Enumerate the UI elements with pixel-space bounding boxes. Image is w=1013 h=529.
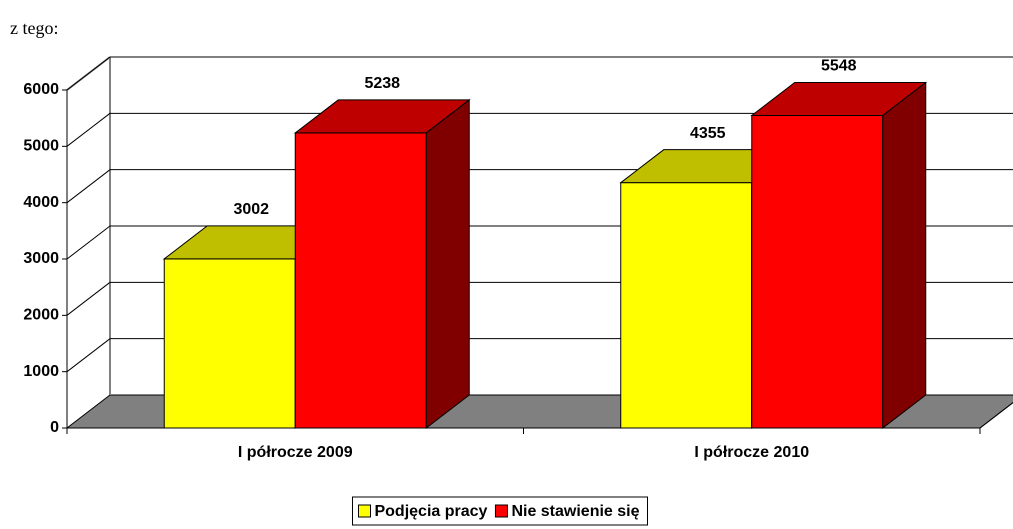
grid-line	[66, 338, 111, 373]
y-tick-label: 2000	[23, 307, 59, 324]
x-tick-label: I półrocze 2009	[238, 444, 353, 461]
grid-line	[66, 225, 111, 260]
legend-label: Nie stawienie się	[511, 503, 639, 520]
y-tick-label: 5000	[23, 138, 59, 155]
y-tick-label: 6000	[23, 81, 59, 98]
caption: z tego:	[10, 18, 58, 38]
grid-line	[66, 56, 111, 91]
y-tick-label: 0	[50, 419, 59, 436]
bar-front	[163, 258, 296, 429]
bar-side	[425, 98, 470, 430]
value-label: 3002	[233, 201, 269, 218]
grid-line	[66, 281, 111, 316]
legend-swatch	[494, 504, 508, 518]
bar-front	[751, 114, 884, 429]
bar-side	[882, 81, 927, 430]
grid-line	[66, 169, 111, 204]
grid-line	[66, 112, 111, 147]
value-label: 4355	[690, 125, 726, 142]
y-tick-label: 1000	[23, 363, 59, 380]
x-axis-depth	[979, 402, 1013, 429]
value-label: 5238	[364, 75, 400, 92]
bar-front	[620, 182, 753, 429]
legend-label: Podjęcia pracy	[374, 503, 487, 520]
x-tick-label: I półrocze 2010	[694, 444, 809, 461]
legend-swatch	[357, 504, 371, 518]
bar-front	[294, 132, 427, 429]
y-tick-label: 4000	[23, 194, 59, 211]
y-tick-label: 3000	[23, 250, 59, 267]
value-label: 5548	[821, 58, 857, 75]
